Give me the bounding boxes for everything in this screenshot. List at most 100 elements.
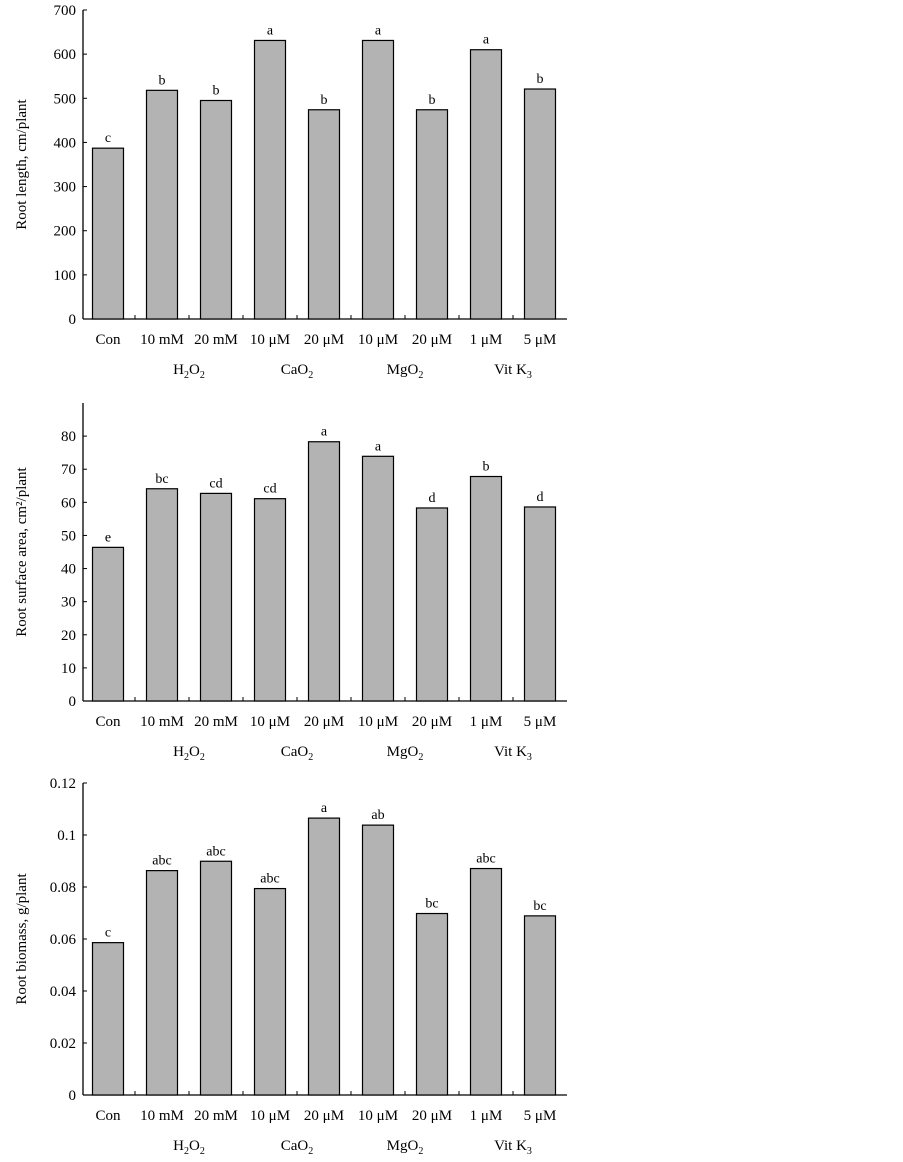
bar xyxy=(253,887,287,1096)
y-tick-label: 20 xyxy=(61,628,76,644)
subscript: 2 xyxy=(418,752,423,763)
significance-letter: b xyxy=(537,72,544,87)
group-label: MgO2 xyxy=(387,362,424,381)
subscript: 2 xyxy=(308,1146,313,1157)
group-text: MgO xyxy=(387,744,419,760)
category-label: 1 μM xyxy=(470,332,503,348)
group-text: Vit K xyxy=(494,744,527,760)
bar xyxy=(307,441,341,702)
category-label: 20 mM xyxy=(194,714,238,730)
group-text: MgO xyxy=(387,1138,419,1154)
subscript: 2 xyxy=(184,370,189,381)
category-label: 10 μM xyxy=(358,714,398,730)
significance-letter: a xyxy=(321,425,328,440)
category-label: 10 mM xyxy=(140,332,184,348)
group-text: CaO xyxy=(281,362,309,378)
y-tick-label: 0.08 xyxy=(50,880,76,896)
chart-panel-2: Root surface area, cm²/plant 0 10 20 30 40 50 6… xyxy=(14,403,567,763)
significance-letter: bc xyxy=(425,897,438,912)
significance-letter: abc xyxy=(206,844,225,859)
group-label: CaO2 xyxy=(281,1138,314,1157)
y-tick-label: 0.1 xyxy=(57,828,76,844)
subscript: 2 xyxy=(308,752,313,763)
group-text: O xyxy=(189,362,200,378)
category-label: 20 μM xyxy=(412,714,452,730)
group-text: O xyxy=(189,1138,200,1154)
bar xyxy=(145,89,179,320)
y-tick-label: 700 xyxy=(54,3,77,19)
significance-letter: d xyxy=(429,491,436,506)
subscript: 2 xyxy=(184,752,189,763)
bar xyxy=(253,498,287,702)
category-label: 5 μM xyxy=(524,1108,557,1124)
significance-letter: bc xyxy=(155,472,168,487)
category-label: 5 μM xyxy=(524,714,557,730)
significance-letter: e xyxy=(105,530,111,545)
category-label: 1 μM xyxy=(470,1108,503,1124)
significance-letter: abc xyxy=(152,854,171,869)
y-tick-label: 0.02 xyxy=(50,1036,76,1052)
y-tick-label: 0 xyxy=(69,312,77,328)
category-label: 10 mM xyxy=(140,714,184,730)
subscript: 2 xyxy=(308,370,313,381)
chart-panel-3: Root biomass, g/plant 0 0.02 0.04 0.06 0.08 0.… xyxy=(14,776,567,1157)
significance-letter: b xyxy=(213,83,220,98)
category-label: 1 μM xyxy=(470,714,503,730)
bar xyxy=(361,824,395,1096)
y-tick-label: 0 xyxy=(69,694,77,710)
y-tick-label: 60 xyxy=(61,495,76,511)
bar xyxy=(199,99,233,320)
category-label: 5 μM xyxy=(524,332,557,348)
significance-letter: a xyxy=(321,801,328,816)
significance-letter: abc xyxy=(260,872,279,887)
category-label: 10 μM xyxy=(250,1108,290,1124)
category-label: 10 μM xyxy=(250,714,290,730)
bar xyxy=(523,88,557,320)
y-tick-label: 0 xyxy=(69,1088,77,1104)
y-axis-label: Root biomass, g/plant xyxy=(14,873,30,1005)
y-tick-label: 400 xyxy=(54,135,77,151)
category-label: 20 μM xyxy=(412,332,452,348)
bar xyxy=(253,39,287,320)
bar xyxy=(91,147,125,320)
category-label: 10 μM xyxy=(250,332,290,348)
significance-letter: d xyxy=(537,490,544,505)
significance-letter: b xyxy=(483,460,490,475)
category-label: 10 μM xyxy=(358,332,398,348)
significance-letter: cd xyxy=(209,476,222,491)
bar xyxy=(145,488,179,702)
bar xyxy=(415,912,449,1096)
significance-letter: b xyxy=(321,93,328,108)
significance-letter: c xyxy=(105,926,111,941)
chart-panel-1: Root length, cm/plant 0 100 200 300 400 500 600… xyxy=(14,3,567,381)
group-text: Vit K xyxy=(494,1138,527,1154)
group-text: CaO xyxy=(281,744,309,760)
subscript: 3 xyxy=(527,1146,532,1157)
subscript: 2 xyxy=(418,370,423,381)
bar xyxy=(145,870,179,1096)
bar xyxy=(415,507,449,702)
significance-letter: b xyxy=(429,93,436,108)
bar xyxy=(523,915,557,1096)
category-label: Con xyxy=(95,332,121,348)
significance-letter: a xyxy=(375,23,382,38)
group-text: O xyxy=(189,744,200,760)
subscript: 2 xyxy=(200,1146,205,1157)
subscript: 2 xyxy=(418,1146,423,1157)
subscript: 2 xyxy=(200,370,205,381)
significance-letter: c xyxy=(105,131,111,146)
group-label: CaO2 xyxy=(281,362,314,381)
category-label: Con xyxy=(95,1108,121,1124)
y-tick-label: 600 xyxy=(54,47,77,63)
category-label: 20 μM xyxy=(412,1108,452,1124)
category-label: 20 mM xyxy=(194,1108,238,1124)
category-label: 10 mM xyxy=(140,1108,184,1124)
bar xyxy=(199,492,233,702)
significance-letter: a xyxy=(483,33,490,48)
group-text: H xyxy=(173,1138,184,1154)
subscript: 2 xyxy=(200,752,205,763)
y-tick-label: 300 xyxy=(54,180,77,196)
subscript: 3 xyxy=(527,370,532,381)
significance-letter: cd xyxy=(263,482,276,497)
subscript: 3 xyxy=(527,752,532,763)
